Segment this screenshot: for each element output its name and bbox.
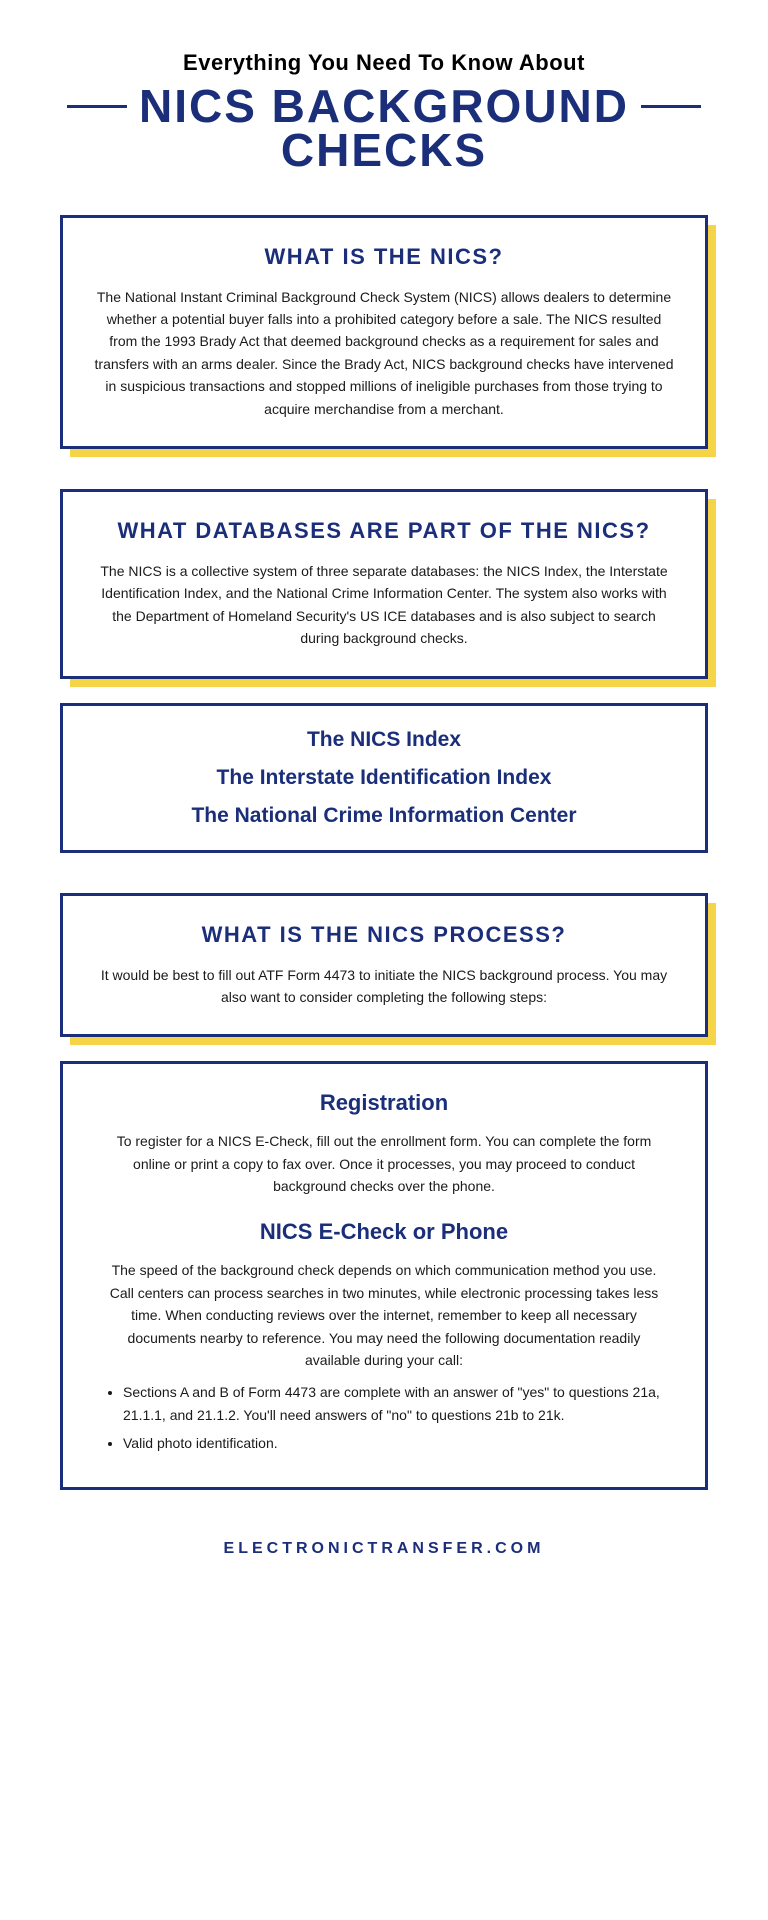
- section-what-is: WHAT IS THE NICS? The National Instant C…: [60, 215, 708, 449]
- footer-url: ELECTRONICTRANSFER.COM: [60, 1540, 708, 1558]
- main-title-line2: CHECKS: [60, 126, 708, 174]
- databases-list: The NICS Index The Interstate Identifica…: [93, 728, 675, 828]
- databases-list-box: The NICS Index The Interstate Identifica…: [60, 703, 708, 853]
- echeck-body: The speed of the background check depend…: [99, 1259, 669, 1371]
- bullet-item: Sections A and B of Form 4473 are comple…: [123, 1381, 669, 1426]
- main-title-line1: NICS BACKGROUND: [139, 82, 629, 130]
- db-item: The NICS Index: [93, 728, 675, 752]
- echeck-heading: NICS E-Check or Phone: [99, 1219, 669, 1245]
- registration-heading: Registration: [99, 1090, 669, 1116]
- section-process: WHAT IS THE NICS PROCESS? It would be be…: [60, 893, 708, 1038]
- what-is-body: The National Instant Criminal Background…: [93, 286, 675, 420]
- title-wrap: NICS BACKGROUND: [139, 82, 629, 130]
- box: WHAT DATABASES ARE PART OF THE NICS? The…: [60, 489, 708, 679]
- header: Everything You Need To Know About NICS B…: [60, 50, 708, 175]
- box: WHAT IS THE NICS PROCESS? It would be be…: [60, 893, 708, 1038]
- title-row: NICS BACKGROUND: [60, 82, 708, 130]
- echeck-bullets: Sections A and B of Form 4473 are comple…: [123, 1381, 669, 1454]
- db-item: The National Crime Information Center: [93, 804, 675, 828]
- process-heading: WHAT IS THE NICS PROCESS?: [93, 922, 675, 948]
- db-item: The Interstate Identification Index: [93, 766, 675, 790]
- process-body: It would be best to fill out ATF Form 44…: [93, 964, 675, 1009]
- title-rule-right: [641, 105, 701, 108]
- what-is-heading: WHAT IS THE NICS?: [93, 244, 675, 270]
- subtitle-text: Everything You Need To Know About: [60, 50, 708, 76]
- registration-body: To register for a NICS E-Check, fill out…: [99, 1130, 669, 1197]
- section-databases: WHAT DATABASES ARE PART OF THE NICS? The…: [60, 489, 708, 679]
- title-rule-left: [67, 105, 127, 108]
- bullet-item: Valid photo identification.: [123, 1432, 669, 1454]
- box: WHAT IS THE NICS? The National Instant C…: [60, 215, 708, 449]
- section-process-steps: Registration To register for a NICS E-Ch…: [60, 1061, 708, 1489]
- databases-heading: WHAT DATABASES ARE PART OF THE NICS?: [93, 518, 675, 544]
- databases-body: The NICS is a collective system of three…: [93, 560, 675, 650]
